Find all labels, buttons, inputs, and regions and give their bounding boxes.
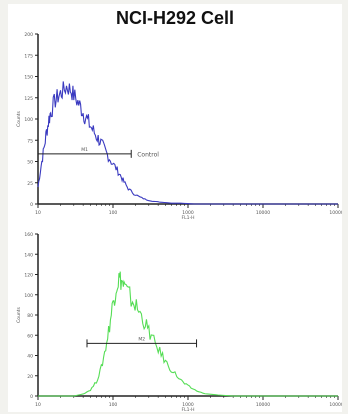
figure-panel: NCI-H292 Cell 0 25 50 75 100 125 150 175 200 10 10… <box>8 4 342 412</box>
y-tick-label: 140 <box>24 252 33 258</box>
x-tick-label: 100 <box>109 402 118 408</box>
y-tick-label: 120 <box>24 273 33 279</box>
x-tick-label: 100 <box>109 210 118 216</box>
y-tick-label: 50 <box>27 160 33 166</box>
y-tick-label: 25 <box>27 181 33 187</box>
y-tick-label: 0 <box>30 202 33 208</box>
y-tick-label: 100 <box>24 293 33 299</box>
y-tick-label: 80 <box>27 313 33 319</box>
x-tick-label: 1000 <box>182 402 194 408</box>
y-tick-label: 100 <box>24 117 33 123</box>
x-tick-label: 10 <box>35 210 41 216</box>
histogram-trace <box>38 271 338 397</box>
y-tick-label: 0 <box>30 394 33 400</box>
x-tick-label: 10000 <box>256 210 270 216</box>
x-axis-label: FL1-H <box>182 407 195 412</box>
x-tick-label: 100000 <box>329 402 342 408</box>
y-axis-label: Counts <box>16 110 22 126</box>
y-tick-label: 160 <box>24 232 33 238</box>
control-annotation: Control <box>137 151 159 158</box>
x-tick-label: 10000 <box>256 402 270 408</box>
y-tick-label: 200 <box>24 32 33 38</box>
x-tick-label: 10 <box>35 402 41 408</box>
gate-label: M2 <box>138 336 145 342</box>
y-axis-label: Counts <box>16 306 22 322</box>
y-tick-label: 60 <box>27 333 33 339</box>
y-tick-label: 75 <box>27 138 33 144</box>
x-axis-label: FL1-H <box>182 215 195 221</box>
y-tick-label: 20 <box>27 374 33 380</box>
y-tick-label: 125 <box>24 96 33 102</box>
x-tick-label: 100000 <box>329 210 342 216</box>
histogram-trace <box>37 81 338 205</box>
y-tick-label: 40 <box>27 354 33 360</box>
y-tick-label: 175 <box>24 53 33 59</box>
x-tick-label: 1000 <box>182 210 194 216</box>
figure-title: NCI-H292 Cell <box>115 8 235 28</box>
gate-label: M1 <box>81 147 88 153</box>
y-tick-label: 150 <box>24 75 33 81</box>
